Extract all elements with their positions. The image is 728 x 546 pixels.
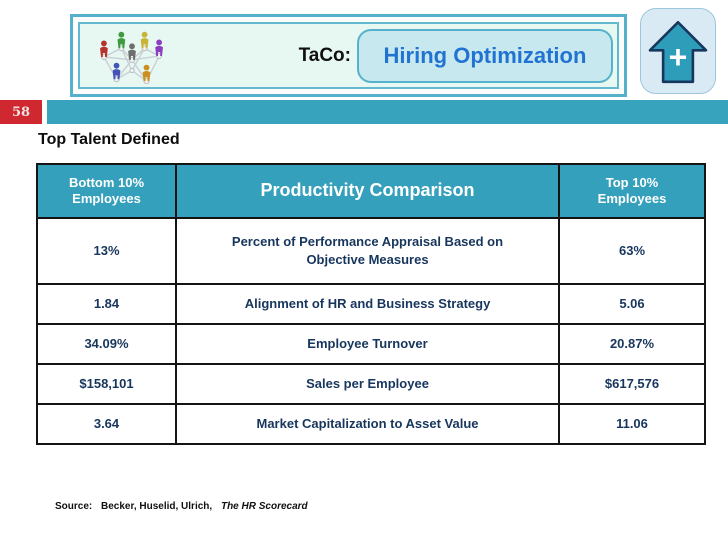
table-cell: 34.09% — [36, 323, 177, 365]
person-figures — [100, 31, 163, 82]
table-cell: 63% — [558, 217, 706, 285]
title-box: Hiring Optimization — [357, 29, 613, 83]
table-cell: $617,576 — [558, 363, 706, 405]
table-cell: 11.06 — [558, 403, 706, 445]
table-cell: 3.64 — [36, 403, 177, 445]
source-note: Source: Becker, Huselid, Ulrich, The HR … — [55, 501, 308, 512]
company-label: TaCo: — [298, 44, 351, 66]
table-header-cell: Productivity Comparison — [175, 163, 560, 219]
table-header-row: Bottom 10% Employees Productivity Compar… — [36, 163, 706, 219]
section-title: Top Talent Defined — [38, 131, 180, 148]
table-cell: Market Capitalization to Asset Value — [175, 403, 560, 445]
table-cell: Employee Turnover — [175, 323, 560, 365]
table-cell: Percent of Performance Appraisal Based o… — [175, 217, 560, 285]
table-cell: Alignment of HR and Business Strategy — [175, 283, 560, 325]
people-network-icon — [100, 31, 163, 85]
source-label: Source: — [55, 501, 93, 512]
source-authors: Becker, Huselid, Ulrich, — [101, 501, 213, 512]
table-row: 1.84 Alignment of HR and Business Strate… — [36, 283, 706, 325]
header-outer-box: TaCo: Hiring Optimization — [70, 14, 627, 97]
table-row: $158,101 Sales per Employee $617,576 — [36, 363, 706, 405]
table-row: 3.64 Market Capitalization to Asset Valu… — [36, 403, 706, 445]
table-row: 34.09% Employee Turnover 20.87% — [36, 323, 706, 365]
table-cell: $158,101 — [36, 363, 177, 405]
table-header-cell: Top 10% Employees — [558, 163, 706, 219]
table-cell: 13% — [36, 217, 177, 285]
up-arrow-plus-icon — [648, 20, 708, 84]
table-cell: 5.06 — [558, 283, 706, 325]
slide-title: Hiring Optimization — [383, 43, 587, 68]
table-header-cell: Bottom 10% Employees — [36, 163, 177, 219]
productivity-comparison-table: Bottom 10% Employees Productivity Compar… — [36, 163, 706, 445]
table-cell: 1.84 — [36, 283, 177, 325]
header-inner-box: TaCo: Hiring Optimization — [78, 22, 619, 89]
plus-icon: + — [668, 39, 688, 75]
table-cell: Sales per Employee — [175, 363, 560, 405]
table-cell: 20.87% — [558, 323, 706, 365]
slide-number-badge: 58 — [0, 100, 42, 124]
divider-bar — [47, 100, 728, 124]
table-row: 13% Percent of Performance Appraisal Bas… — [36, 217, 706, 285]
source-work: The HR Scorecard — [220, 501, 308, 512]
up-arrow-panel: + — [640, 8, 716, 94]
